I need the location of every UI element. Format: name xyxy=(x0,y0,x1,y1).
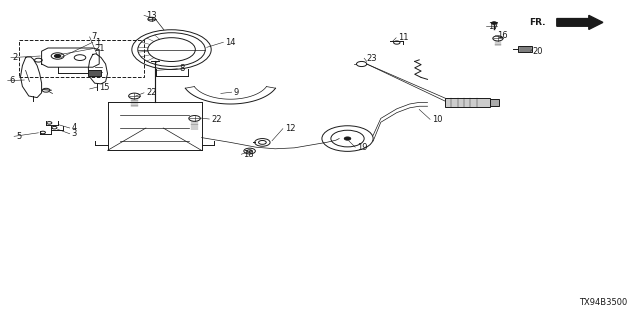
Circle shape xyxy=(54,54,61,58)
Text: 18: 18 xyxy=(243,150,254,159)
Text: 4: 4 xyxy=(72,124,77,132)
Text: 14: 14 xyxy=(225,38,236,47)
Text: 22: 22 xyxy=(146,88,156,97)
Text: 9: 9 xyxy=(234,88,239,97)
Text: 22: 22 xyxy=(211,115,221,124)
Polygon shape xyxy=(557,15,603,29)
Text: TX94B3500: TX94B3500 xyxy=(579,298,627,307)
Text: FR.: FR. xyxy=(529,18,545,27)
Text: 1: 1 xyxy=(95,38,100,47)
Text: 2: 2 xyxy=(13,53,18,62)
Text: 17: 17 xyxy=(488,22,499,31)
Text: 8: 8 xyxy=(179,64,184,73)
Text: 21: 21 xyxy=(95,44,105,53)
Text: 12: 12 xyxy=(285,124,295,133)
Text: 10: 10 xyxy=(432,115,442,124)
Text: 11: 11 xyxy=(398,33,408,42)
Text: 13: 13 xyxy=(146,11,157,20)
Text: 20: 20 xyxy=(532,47,543,56)
Text: 3: 3 xyxy=(72,129,77,138)
Text: 23: 23 xyxy=(366,54,377,63)
Text: 5: 5 xyxy=(16,132,21,141)
Text: 15: 15 xyxy=(99,83,109,92)
Text: 19: 19 xyxy=(357,143,367,152)
Text: 6: 6 xyxy=(10,76,15,85)
Bar xyxy=(445,98,490,107)
Text: 7: 7 xyxy=(92,32,97,41)
Bar xyxy=(19,40,144,77)
Bar xyxy=(490,99,499,106)
Text: 16: 16 xyxy=(497,31,508,40)
Circle shape xyxy=(492,22,497,24)
Bar xyxy=(518,46,532,52)
Circle shape xyxy=(344,137,351,140)
Bar xyxy=(88,70,101,76)
